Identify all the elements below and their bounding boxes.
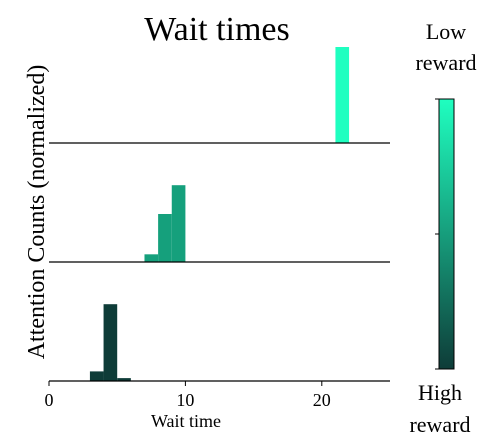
panel-low-reward — [49, 47, 390, 144]
bar-mid-reward-1 — [158, 214, 172, 262]
colorbar-top-label-line1: Low — [426, 19, 466, 44]
bar-high-reward-1 — [103, 304, 118, 381]
colorbar-top-label-line2: reward — [415, 50, 476, 75]
colorbar-bottom-label-line1: High — [418, 380, 462, 405]
bar-low-reward-0 — [335, 47, 350, 143]
panel-high-reward — [89, 304, 131, 381]
histogram-panels — [49, 47, 390, 381]
chart-title: Wait times — [144, 11, 290, 48]
x-axis-ticks: 0 10 20 — [45, 381, 331, 410]
bar-high-reward-0 — [89, 371, 104, 381]
x-tick-label-0: 0 — [45, 390, 54, 410]
colorbar-bottom-label-line2: reward — [409, 412, 470, 437]
panel-mid-reward — [49, 185, 390, 263]
colorbar — [438, 98, 455, 370]
y-axis-label: Attention Counts (normalized) — [24, 65, 50, 360]
bar-high-reward-2 — [117, 378, 131, 381]
bar-mid-reward-2 — [171, 185, 186, 262]
x-tick-label-10: 10 — [176, 390, 194, 410]
bar-mid-reward-0 — [144, 254, 159, 262]
x-tick-label-20: 20 — [313, 390, 331, 410]
x-axis-label: Wait time — [151, 411, 221, 431]
